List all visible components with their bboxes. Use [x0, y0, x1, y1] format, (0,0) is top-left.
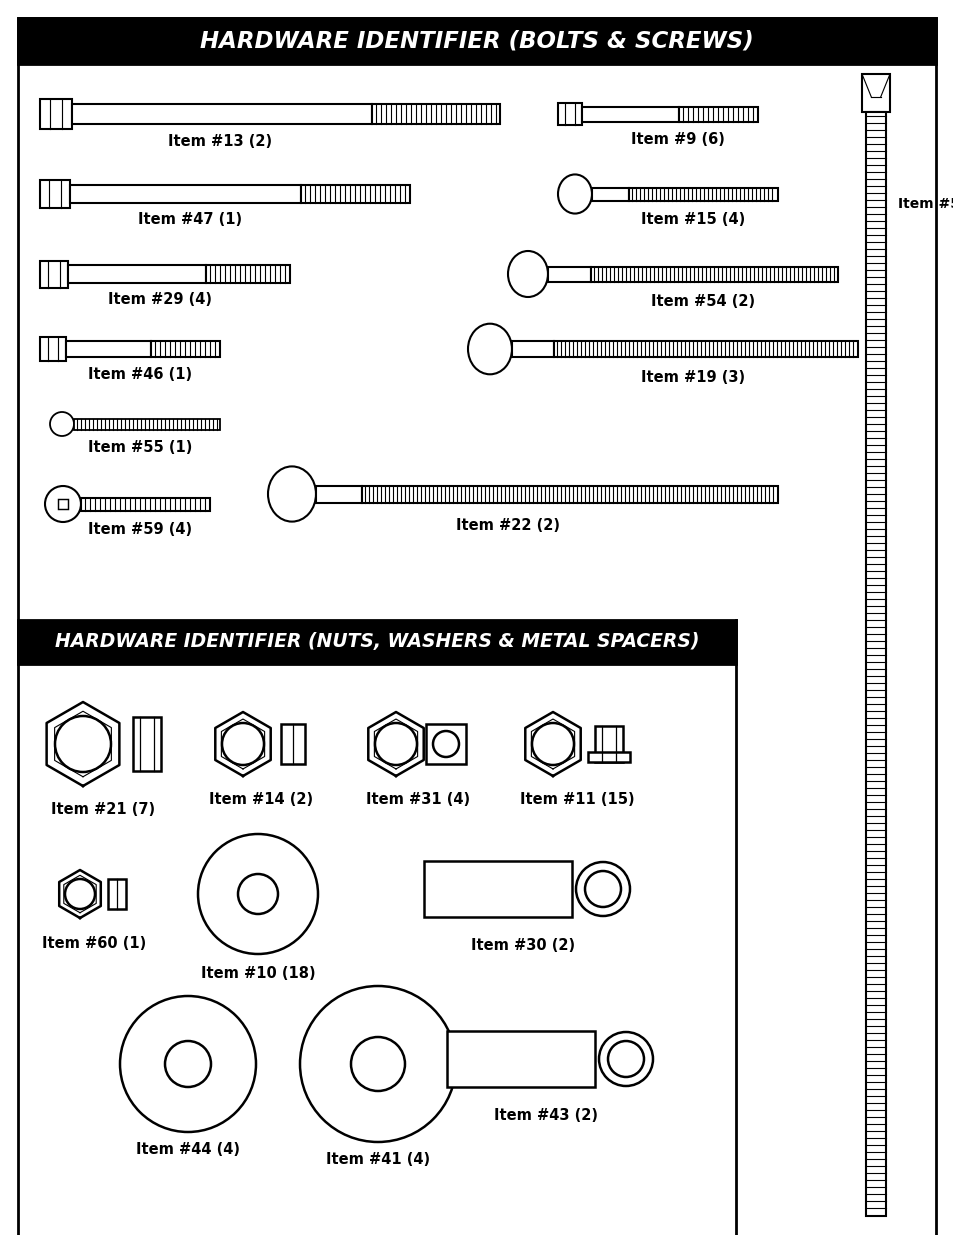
Circle shape — [584, 871, 620, 906]
Ellipse shape — [45, 487, 81, 522]
Bar — [372, 104, 499, 124]
Text: Item #15 (4): Item #15 (4) — [640, 212, 744, 227]
Polygon shape — [59, 869, 101, 918]
Bar — [40, 337, 66, 361]
Bar — [581, 106, 679, 121]
Bar — [865, 112, 885, 1216]
Text: Item #14 (2): Item #14 (2) — [209, 792, 313, 806]
Text: Item #46 (1): Item #46 (1) — [88, 367, 192, 382]
Bar — [18, 620, 735, 664]
Bar — [679, 106, 758, 121]
Ellipse shape — [268, 467, 315, 521]
Circle shape — [198, 834, 317, 953]
Bar — [362, 485, 778, 503]
Bar — [629, 188, 778, 200]
Text: Item #9 (6): Item #9 (6) — [630, 132, 724, 147]
Circle shape — [576, 862, 629, 916]
Bar — [151, 341, 220, 357]
Circle shape — [65, 879, 95, 909]
Bar — [71, 104, 372, 124]
Text: Item #50 (6): Item #50 (6) — [897, 198, 953, 211]
Text: Item #60 (1): Item #60 (1) — [42, 936, 146, 951]
Text: Item #22 (2): Item #22 (2) — [456, 517, 559, 534]
Bar — [57, 499, 69, 509]
Ellipse shape — [507, 251, 547, 296]
Bar — [592, 188, 629, 200]
Ellipse shape — [50, 412, 74, 436]
Bar — [862, 74, 889, 112]
Bar — [68, 266, 206, 283]
Text: Item #55 (1): Item #55 (1) — [88, 440, 192, 454]
Text: Item #54 (2): Item #54 (2) — [650, 294, 754, 309]
Bar — [595, 726, 622, 762]
Circle shape — [299, 986, 456, 1142]
Bar — [512, 341, 553, 357]
Polygon shape — [215, 713, 271, 776]
Text: Item #44 (4): Item #44 (4) — [136, 1142, 240, 1157]
Bar — [447, 1031, 595, 1087]
Bar — [281, 724, 305, 764]
Bar — [206, 266, 290, 283]
Text: Item #31 (4): Item #31 (4) — [366, 792, 470, 806]
Ellipse shape — [468, 324, 512, 374]
Bar — [18, 19, 935, 64]
Circle shape — [55, 716, 111, 772]
Text: Item #13 (2): Item #13 (2) — [168, 135, 272, 149]
Text: Item #19 (3): Item #19 (3) — [640, 370, 744, 385]
Bar — [66, 341, 151, 357]
Text: Item #47 (1): Item #47 (1) — [138, 212, 242, 227]
Text: Item #29 (4): Item #29 (4) — [108, 291, 212, 308]
Circle shape — [222, 722, 264, 764]
Bar — [315, 485, 362, 503]
Circle shape — [165, 1041, 211, 1087]
Text: Item #41 (4): Item #41 (4) — [326, 1152, 430, 1167]
Circle shape — [607, 1041, 643, 1077]
Bar — [81, 498, 210, 510]
Polygon shape — [368, 713, 423, 776]
Bar — [108, 879, 126, 909]
Ellipse shape — [558, 174, 592, 214]
Bar — [426, 724, 465, 764]
Polygon shape — [525, 713, 580, 776]
Circle shape — [120, 995, 255, 1132]
Bar — [558, 103, 581, 125]
Bar — [70, 185, 301, 203]
Bar — [591, 267, 837, 282]
Bar — [301, 185, 410, 203]
Bar — [553, 341, 857, 357]
Text: Item #43 (2): Item #43 (2) — [494, 1108, 598, 1123]
Circle shape — [237, 874, 277, 914]
Bar — [547, 267, 591, 282]
Text: HARDWARE IDENTIFIER (BOLTS & SCREWS): HARDWARE IDENTIFIER (BOLTS & SCREWS) — [200, 30, 753, 53]
Bar — [40, 99, 71, 128]
Circle shape — [433, 731, 458, 757]
Circle shape — [351, 1037, 405, 1091]
Circle shape — [375, 722, 416, 764]
Text: Item #21 (7): Item #21 (7) — [51, 802, 155, 818]
Bar — [423, 861, 572, 918]
Bar — [74, 419, 220, 430]
Circle shape — [598, 1032, 652, 1086]
Text: Item #10 (18): Item #10 (18) — [200, 966, 315, 981]
Circle shape — [532, 722, 574, 764]
Text: Item #11 (15): Item #11 (15) — [519, 792, 634, 806]
Bar — [587, 752, 629, 762]
Bar — [40, 180, 70, 207]
Text: Item #59 (4): Item #59 (4) — [88, 522, 192, 537]
Bar — [40, 261, 68, 288]
Text: HARDWARE IDENTIFIER (NUTS, WASHERS & METAL SPACERS): HARDWARE IDENTIFIER (NUTS, WASHERS & MET… — [54, 632, 699, 652]
Polygon shape — [47, 701, 119, 785]
Text: Item #30 (2): Item #30 (2) — [471, 939, 575, 953]
Bar — [132, 718, 161, 771]
